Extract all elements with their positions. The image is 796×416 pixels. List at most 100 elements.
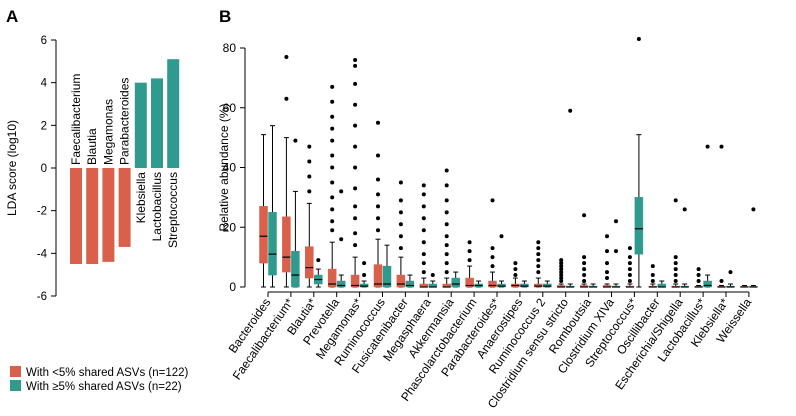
bar-category-label: Lactobacillus bbox=[150, 172, 164, 241]
outlier-point bbox=[284, 96, 289, 101]
outlier-point bbox=[444, 234, 449, 239]
box-iqr bbox=[336, 280, 346, 288]
lda-bar bbox=[86, 168, 99, 264]
outlier-point bbox=[330, 195, 335, 200]
outlier-point bbox=[307, 174, 312, 179]
legend-swatch-high bbox=[10, 380, 21, 391]
outlier-point bbox=[696, 279, 701, 284]
outlier-point bbox=[650, 264, 655, 269]
outlier-point bbox=[353, 81, 358, 86]
outlier-point bbox=[421, 204, 426, 209]
outlier-point bbox=[582, 255, 587, 260]
outlier-point bbox=[705, 144, 710, 149]
bar-category-label: Faecalibacterium bbox=[69, 74, 83, 165]
box-iqr bbox=[451, 277, 460, 288]
outlier-point bbox=[513, 273, 518, 278]
outlier-point bbox=[696, 267, 701, 272]
box-iqr bbox=[291, 250, 300, 288]
outlier-point bbox=[559, 270, 564, 275]
outlier-point bbox=[339, 237, 344, 242]
outlier-point bbox=[430, 273, 435, 278]
y-tick-label: 20 bbox=[223, 220, 237, 234]
outlier-point bbox=[650, 279, 655, 284]
outlier-point bbox=[353, 63, 358, 68]
outlier-point bbox=[627, 279, 632, 284]
lda-bar bbox=[70, 168, 82, 264]
outlier-point bbox=[444, 183, 449, 188]
y-tick-label: 80 bbox=[223, 41, 237, 55]
outlier-point bbox=[421, 270, 426, 275]
outlier-point bbox=[467, 240, 472, 245]
outlier-point bbox=[362, 273, 367, 278]
outlier-point bbox=[605, 261, 609, 266]
outlier-point bbox=[444, 243, 449, 248]
outlier-point bbox=[444, 222, 449, 227]
outlier-point bbox=[636, 37, 641, 42]
outlier-point bbox=[339, 189, 344, 194]
y-axis-title: Relative abundance (%) bbox=[217, 103, 231, 231]
outlier-point bbox=[421, 228, 426, 233]
legend-swatch-low bbox=[10, 366, 21, 377]
outlier-point bbox=[444, 198, 449, 203]
bar-category-label: Blautia bbox=[85, 128, 99, 165]
outlier-point bbox=[627, 261, 632, 266]
outlier-point bbox=[490, 198, 495, 203]
outlier-point bbox=[444, 210, 449, 215]
bar-category-label: Streptococcus bbox=[166, 172, 180, 248]
outlier-point bbox=[353, 216, 358, 221]
outlier-point bbox=[398, 234, 403, 239]
outlier-point bbox=[376, 216, 380, 221]
box-iqr bbox=[382, 265, 392, 288]
outlier-point bbox=[421, 261, 426, 266]
outlier-point bbox=[444, 168, 449, 173]
outlier-point bbox=[696, 273, 701, 278]
bar-category-label: Klebsiella bbox=[134, 172, 148, 224]
outlier-point bbox=[376, 177, 380, 182]
outlier-point bbox=[421, 192, 426, 197]
y-tick-label: -6 bbox=[37, 291, 47, 303]
outlier-point bbox=[605, 234, 609, 239]
box-iqr bbox=[259, 206, 268, 264]
outlier-point bbox=[353, 204, 358, 209]
y-tick-label: -2 bbox=[37, 206, 47, 218]
bar-category-label: Parabacteroides bbox=[118, 78, 132, 165]
outlier-point bbox=[582, 213, 587, 218]
outlier-point bbox=[605, 249, 609, 254]
outlier-point bbox=[582, 267, 587, 272]
outlier-point bbox=[536, 264, 541, 269]
outlier-point bbox=[330, 138, 335, 143]
outlier-point bbox=[513, 267, 518, 272]
outlier-point bbox=[307, 189, 312, 194]
y-tick-label: 40 bbox=[223, 161, 237, 175]
box-iqr bbox=[268, 212, 277, 276]
outlier-point bbox=[627, 255, 632, 260]
outlier-point bbox=[650, 273, 655, 278]
outlier-point bbox=[559, 276, 564, 281]
outlier-point bbox=[673, 255, 678, 260]
outlier-point bbox=[330, 165, 335, 170]
panel-a-lda-chart: 6 4 2 0 -2 -4 -6 LDA score (log10) Faecalibacter… bbox=[5, 35, 180, 303]
outlier-point bbox=[330, 228, 335, 233]
box-iqr bbox=[488, 280, 497, 288]
outlier-point bbox=[614, 249, 618, 254]
y-tick-label: -4 bbox=[37, 248, 48, 260]
lda-bar bbox=[167, 59, 180, 169]
outlier-point bbox=[627, 246, 632, 251]
legend-label-low: With <5% shared ASVs (n=122) bbox=[26, 367, 189, 379]
lda-bar bbox=[102, 168, 115, 262]
outlier-point bbox=[376, 153, 380, 158]
outlier-point bbox=[582, 261, 587, 266]
box-iqr bbox=[327, 268, 337, 288]
outlier-point bbox=[559, 273, 564, 278]
y-tick-label: 0 bbox=[229, 280, 236, 294]
y-tick-label: 2 bbox=[41, 120, 47, 132]
outlier-point bbox=[376, 204, 380, 209]
outlier-point bbox=[330, 114, 335, 119]
outlier-point bbox=[444, 270, 449, 275]
outlier-point bbox=[444, 261, 449, 266]
outlier-point bbox=[627, 267, 632, 272]
outlier-point bbox=[330, 180, 335, 185]
outlier-point bbox=[421, 216, 426, 221]
